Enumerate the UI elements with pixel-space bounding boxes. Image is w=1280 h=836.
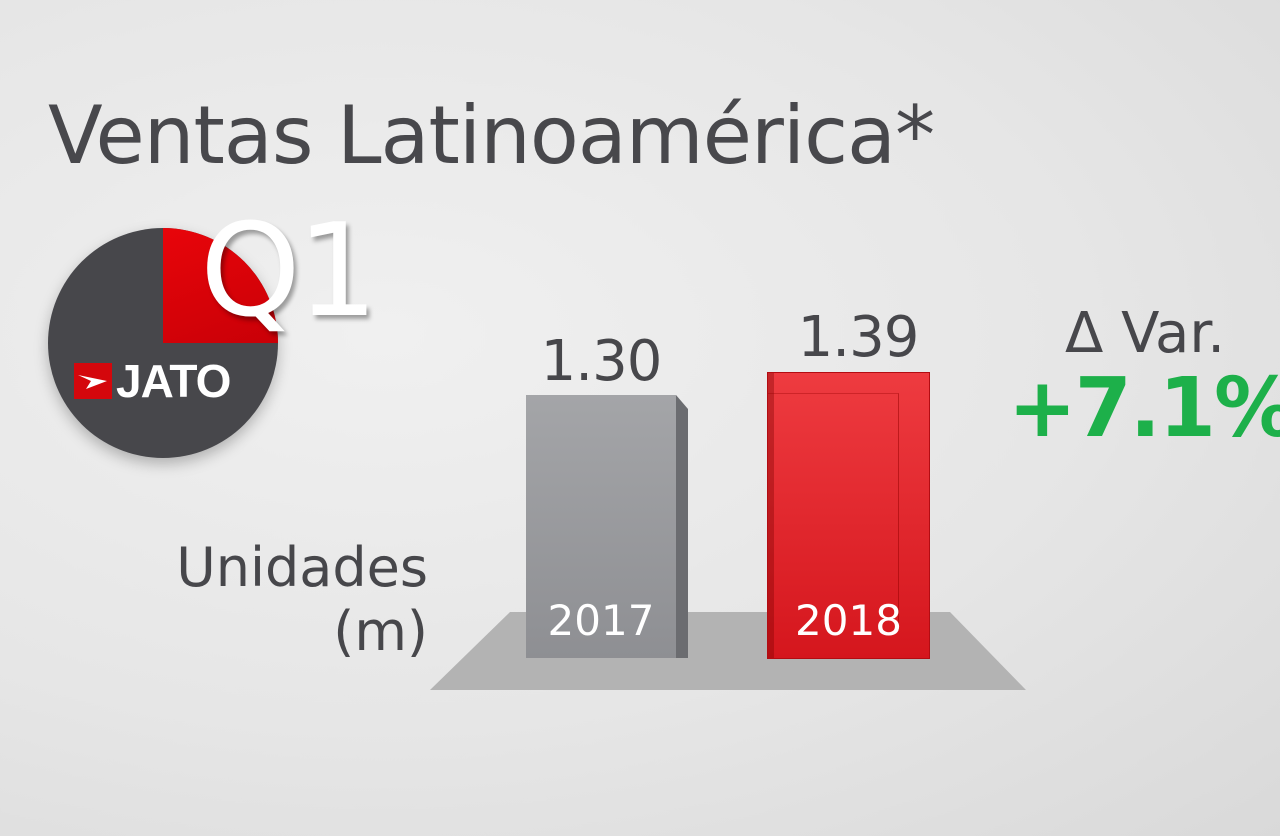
bar-2018: 2018 <box>767 372 930 659</box>
bar-category-2017: 2017 <box>547 596 655 645</box>
bar-value-2018: 1.39 <box>797 305 920 370</box>
jato-logo: JATO <box>48 228 278 458</box>
logo-brand: JATO <box>116 355 231 407</box>
chart-floor <box>430 612 1026 690</box>
bar-2017-side <box>676 395 688 658</box>
quarter-badge: Q1 <box>200 197 378 346</box>
delta-label: Δ Var. <box>1064 301 1226 366</box>
logo-mark: JATO <box>74 355 231 407</box>
delta-value: +7.1% <box>1008 361 1280 456</box>
bar-2017: 2017 <box>526 395 676 658</box>
jato-arrow-icon <box>74 363 112 399</box>
bar-2018-inner-frame <box>768 393 899 630</box>
bar-value-2017: 1.30 <box>540 329 663 394</box>
chart-title: Ventas Latinoamérica* <box>48 89 935 182</box>
bar-category-2018: 2018 <box>795 596 902 645</box>
logo-disc: JATO <box>48 228 278 458</box>
logo-red-quarter <box>163 228 278 343</box>
y-axis-label: Unidades (m) <box>176 536 428 664</box>
y-axis-label-line2: (m) <box>333 600 428 663</box>
y-axis-label-line1: Unidades <box>176 536 428 599</box>
bar-2018-edge <box>768 373 774 658</box>
